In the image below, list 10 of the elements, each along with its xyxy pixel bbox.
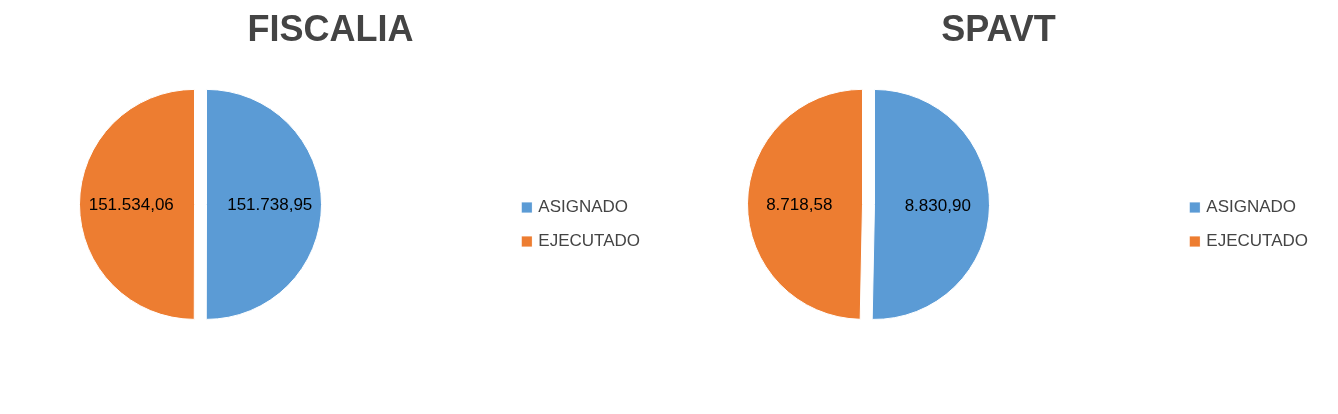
chart-title: SPAVT xyxy=(941,7,1056,49)
data-label: 151.534,06 xyxy=(88,195,174,215)
chart-title: FISCALIA xyxy=(247,7,414,49)
legend-label: ASIGNADO xyxy=(1206,197,1297,217)
data-label: 8.718,58 xyxy=(766,194,833,214)
legend-label: EJECUTADO xyxy=(538,231,640,251)
data-label: 8.830,90 xyxy=(904,196,971,216)
legend-label: EJECUTADO xyxy=(1206,231,1308,251)
legend-label: ASIGNADO xyxy=(538,197,629,217)
data-label: 151.738,95 xyxy=(227,195,313,215)
